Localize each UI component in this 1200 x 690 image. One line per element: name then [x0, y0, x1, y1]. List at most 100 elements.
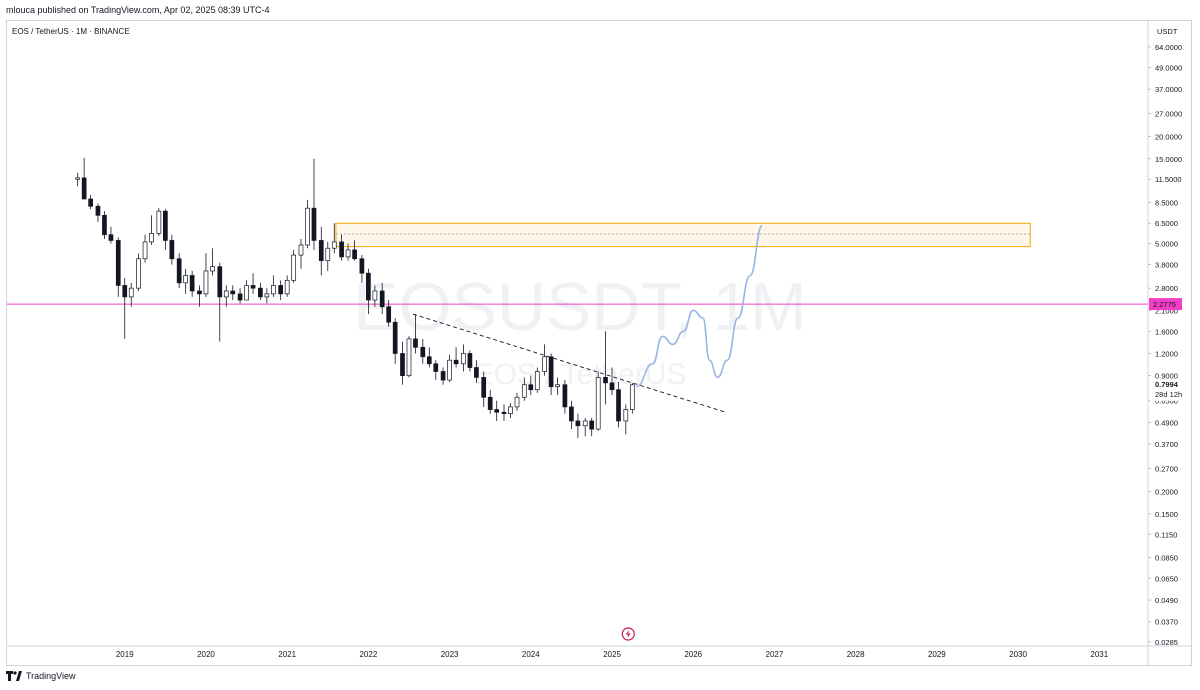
- candle: [95, 203, 101, 223]
- candle-body: [542, 356, 547, 372]
- candle-body: [400, 353, 405, 377]
- candle: [447, 354, 452, 382]
- candle: [392, 318, 398, 364]
- candle: [352, 240, 357, 261]
- price-tick-label: 2.1000: [1155, 306, 1178, 315]
- resistance-zone[interactable]: [335, 222, 1031, 248]
- candle-body: [142, 241, 148, 260]
- price-scale-currency: USDT: [1157, 27, 1178, 36]
- candle: [609, 367, 615, 396]
- candle-body: [461, 353, 466, 365]
- candle-body: [582, 420, 588, 427]
- time-tick-label: 2031: [1090, 650, 1108, 659]
- candle-body: [453, 359, 459, 365]
- candle: [582, 417, 588, 437]
- candle-body: [521, 384, 527, 398]
- candle: [433, 360, 439, 381]
- candle: [311, 158, 317, 250]
- candle-body: [392, 321, 398, 354]
- bar-countdown-label: 28d 12h: [1155, 390, 1182, 399]
- candle-body: [203, 270, 209, 295]
- price-tick-label: 0.0850: [1155, 554, 1178, 563]
- candle-body: [514, 396, 520, 408]
- candle: [487, 389, 493, 414]
- price-tick-label: 0.6500: [1155, 397, 1178, 406]
- candle-body: [433, 363, 439, 372]
- current-price-badge: [1150, 378, 1190, 401]
- candle-body: [250, 285, 256, 289]
- candle-body: [176, 258, 182, 284]
- price-tick-label: 0.1500: [1155, 510, 1178, 519]
- candle-body: [426, 356, 432, 365]
- candle: [169, 234, 175, 265]
- candle: [461, 344, 466, 372]
- candle: [305, 199, 310, 249]
- price-tick-label: 0.4900: [1155, 419, 1178, 428]
- candle-body: [278, 285, 284, 295]
- time-scale[interactable]: 2019 2020 2021 2022 2023 2024 2025 2026 2027 2028…: [6, 645, 1192, 659]
- candles: [75, 157, 635, 439]
- candle: [379, 282, 385, 315]
- candle: [569, 400, 574, 430]
- candle: [386, 300, 392, 327]
- candle-body: [366, 272, 371, 301]
- candle-body: [128, 287, 134, 298]
- candle: [548, 353, 554, 396]
- candle-body: [95, 205, 101, 216]
- candle-body: [603, 377, 608, 384]
- candle-body: [352, 249, 357, 260]
- candle: [142, 234, 148, 263]
- candle: [210, 248, 215, 276]
- candle-body: [379, 290, 385, 308]
- events-icon[interactable]: [621, 627, 635, 641]
- candle: [420, 338, 426, 364]
- trendline-stroke: [412, 313, 726, 413]
- candle: [440, 367, 446, 385]
- candle: [603, 331, 608, 405]
- resistance-zone-box: [335, 222, 1031, 248]
- candle-body: [237, 293, 243, 301]
- candle-body: [331, 241, 337, 249]
- current-price-label: 0.7994: [1155, 380, 1179, 389]
- candle: [508, 403, 513, 418]
- candle-body: [528, 384, 534, 391]
- candle-body: [75, 177, 81, 180]
- candle-body: [406, 338, 412, 377]
- candle: [183, 268, 189, 294]
- price-tick-label: 0.9000: [1155, 372, 1178, 381]
- trendline[interactable]: [412, 313, 726, 413]
- price-tick-label: 0.1150: [1155, 530, 1177, 539]
- candle-body: [108, 234, 114, 241]
- candle: [629, 382, 635, 414]
- candle-body: [81, 177, 87, 200]
- candle: [575, 413, 581, 439]
- price-tick-label: 0.0650: [1155, 574, 1178, 583]
- candle: [474, 360, 479, 383]
- candle: [81, 157, 87, 200]
- candle: [102, 211, 107, 239]
- price-tick-label: 6.5000: [1155, 219, 1178, 228]
- candle-body: [467, 353, 473, 368]
- price-tick-label: 1.2000: [1155, 349, 1178, 358]
- projection-path[interactable]: [636, 224, 764, 388]
- time-tick-label: 2023: [441, 650, 459, 659]
- candle: [589, 417, 595, 437]
- candle-body: [339, 241, 344, 258]
- candle-body: [345, 249, 351, 258]
- candle: [128, 282, 134, 307]
- candle-body: [548, 356, 554, 388]
- price-scale[interactable]: USDT 64.0000 49.0000 37.0000 27.0000 20.0000 1…: [1147, 20, 1190, 666]
- candle: [595, 371, 601, 431]
- time-tick-label: 2024: [522, 650, 540, 659]
- price-tick-label: 0.0370: [1155, 618, 1178, 627]
- candle: [318, 226, 324, 276]
- symbol-legend[interactable]: EOS / TetherUS · 1M · BINANCE: [12, 27, 130, 36]
- chart-frame[interactable]: [6, 20, 1192, 666]
- candle-body: [440, 371, 446, 381]
- candle: [372, 285, 378, 307]
- candle: [176, 253, 182, 289]
- candle: [122, 277, 128, 339]
- candle: [88, 194, 93, 210]
